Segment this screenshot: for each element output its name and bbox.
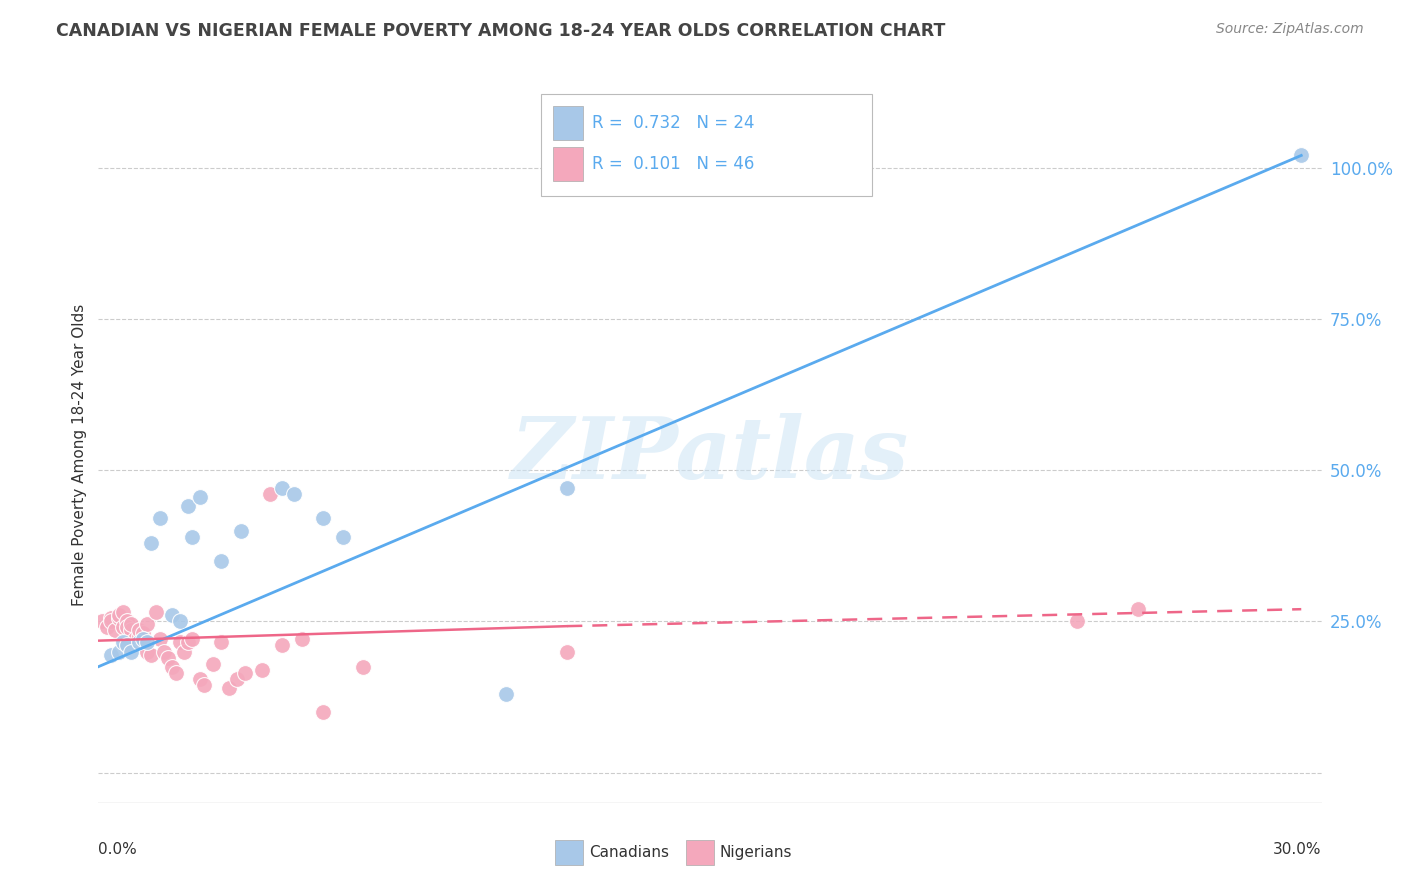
Point: [226, 672, 249, 686]
Point: [160, 608, 183, 623]
Point: [1128, 602, 1150, 616]
Point: [312, 705, 335, 719]
Point: [108, 644, 131, 658]
Point: [312, 511, 335, 525]
Y-axis label: Female Poverty Among 18-24 Year Olds: Female Poverty Among 18-24 Year Olds: [72, 304, 87, 606]
Point: [120, 624, 142, 638]
Point: [149, 632, 172, 647]
Point: [136, 617, 159, 632]
Point: [100, 615, 122, 629]
Point: [173, 644, 195, 658]
Point: [1291, 148, 1313, 162]
Point: [124, 632, 146, 647]
Point: [181, 632, 204, 647]
Point: [188, 490, 212, 504]
Point: [352, 659, 374, 673]
Point: [141, 648, 163, 662]
Point: [145, 605, 167, 619]
Point: [111, 605, 134, 619]
Point: [270, 481, 294, 495]
Point: [177, 635, 200, 649]
Point: [115, 620, 138, 634]
Point: [96, 620, 118, 634]
Point: [91, 615, 114, 629]
Point: [233, 665, 256, 680]
Point: [283, 487, 305, 501]
Point: [181, 530, 204, 544]
Point: [332, 530, 354, 544]
Point: [141, 535, 163, 549]
Point: [218, 681, 240, 695]
Text: 0.0%: 0.0%: [98, 842, 138, 857]
Point: [156, 650, 179, 665]
Point: [250, 663, 273, 677]
Point: [270, 639, 294, 653]
Text: Canadians: Canadians: [589, 846, 669, 860]
Point: [165, 665, 187, 680]
Point: [231, 524, 253, 538]
Point: [128, 629, 150, 643]
Point: [495, 687, 517, 701]
Point: [177, 500, 200, 514]
Point: [209, 635, 232, 649]
Point: [111, 635, 134, 649]
Point: [115, 639, 138, 653]
Point: [132, 632, 155, 647]
Point: [557, 481, 579, 495]
Point: [160, 659, 183, 673]
Point: [169, 615, 191, 629]
Text: 30.0%: 30.0%: [1274, 842, 1322, 857]
Text: CANADIAN VS NIGERIAN FEMALE POVERTY AMONG 18-24 YEAR OLDS CORRELATION CHART: CANADIAN VS NIGERIAN FEMALE POVERTY AMON…: [56, 22, 946, 40]
Point: [132, 626, 155, 640]
Text: ZIPatlas: ZIPatlas: [510, 413, 910, 497]
Point: [100, 648, 122, 662]
Point: [115, 615, 138, 629]
Point: [152, 644, 174, 658]
Text: R =  0.101   N = 46: R = 0.101 N = 46: [592, 155, 754, 173]
Point: [111, 620, 134, 634]
Point: [201, 657, 224, 671]
Point: [259, 487, 281, 501]
Point: [104, 624, 127, 638]
Point: [136, 635, 159, 649]
Point: [136, 644, 159, 658]
Point: [128, 635, 150, 649]
Point: [149, 511, 172, 525]
Point: [128, 624, 150, 638]
Point: [557, 644, 579, 658]
Point: [108, 611, 131, 625]
Point: [120, 644, 142, 658]
Point: [188, 672, 212, 686]
Point: [291, 632, 314, 647]
Point: [108, 608, 131, 623]
Point: [1066, 615, 1088, 629]
Text: Source: ZipAtlas.com: Source: ZipAtlas.com: [1216, 22, 1364, 37]
Point: [100, 611, 122, 625]
Point: [169, 635, 191, 649]
Point: [193, 678, 215, 692]
Text: R =  0.732   N = 24: R = 0.732 N = 24: [592, 114, 755, 132]
Point: [209, 554, 232, 568]
Point: [120, 617, 142, 632]
Text: Nigerians: Nigerians: [720, 846, 793, 860]
